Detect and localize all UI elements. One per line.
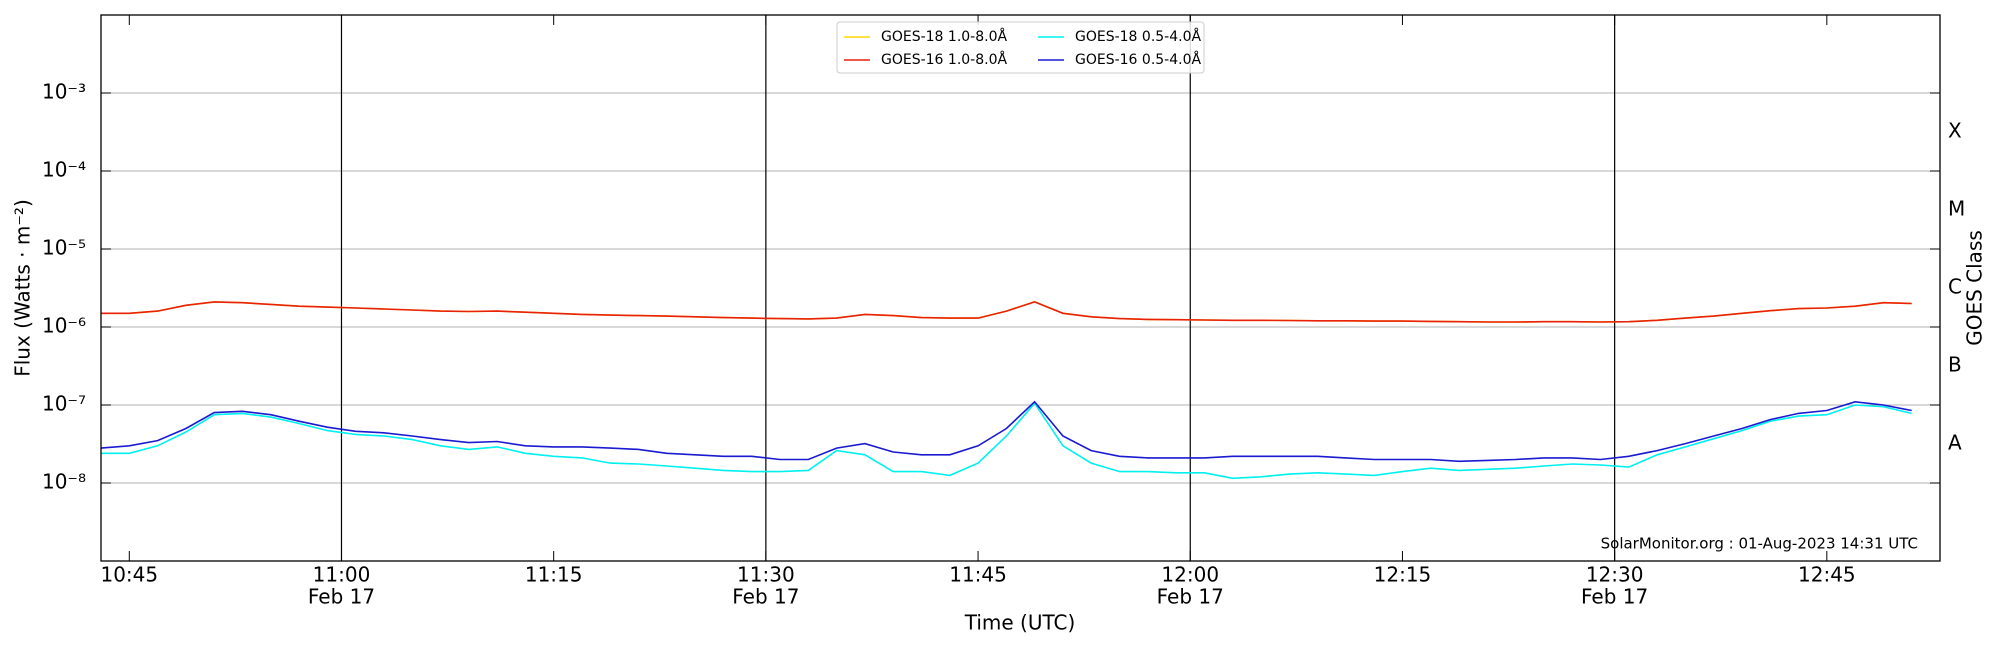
x-tick-label: 12:00 bbox=[1161, 563, 1219, 587]
y2-axis-label: GOES Class bbox=[1963, 230, 1987, 346]
y-tick-label: 10⁻⁸ bbox=[42, 470, 86, 494]
legend-label: GOES-18 1.0-8.0Å bbox=[881, 28, 1007, 45]
legend: GOES-18 1.0-8.0Å GOES-16 1.0-8.0Å GOES-18 … bbox=[836, 21, 1205, 74]
x-tick-label: 12:15 bbox=[1374, 563, 1432, 587]
y-tick-label: 10⁻⁴ bbox=[42, 158, 86, 182]
y-tick-label: 10⁻⁷ bbox=[42, 392, 86, 416]
annotation: SolarMonitor.org : 01-Aug-2023 14:31 UTC bbox=[1601, 535, 1918, 553]
x-tick-label: 10:45 bbox=[100, 563, 158, 587]
x-tick-label: 12:30 bbox=[1586, 563, 1644, 587]
y2-tick-label: A bbox=[1948, 431, 1962, 455]
x-tick-label: Feb 17 bbox=[732, 585, 799, 609]
legend-label: GOES-16 1.0-8.0Å bbox=[881, 51, 1007, 68]
legend-label: GOES-18 0.5-4.0Å bbox=[1075, 28, 1201, 45]
x-tick-label: Feb 17 bbox=[1581, 585, 1648, 609]
x-tick-label: Feb 17 bbox=[1157, 585, 1224, 609]
plot-lines bbox=[100, 301, 1912, 480]
plot-frame bbox=[100, 14, 1941, 562]
y2-tick-label: X bbox=[1948, 119, 1962, 143]
y-axis-label: Flux (Watts · m⁻²) bbox=[11, 199, 35, 377]
series-line bbox=[101, 301, 1912, 323]
grid bbox=[101, 15, 1940, 561]
x-tick-label: 11:30 bbox=[737, 563, 795, 587]
x-tick-label: 11:00 bbox=[313, 563, 371, 587]
legend-box bbox=[836, 21, 1205, 74]
y2-tick-label: B bbox=[1948, 353, 1962, 377]
series-line bbox=[101, 401, 1912, 480]
y-tick-label: 10⁻⁶ bbox=[42, 314, 86, 338]
x-tick-label: Feb 17 bbox=[308, 585, 375, 609]
x-tick-label: 12:45 bbox=[1798, 563, 1856, 587]
x-tick-label: 11:45 bbox=[949, 563, 1007, 587]
legend-label: GOES-16 0.5-4.0Å bbox=[1075, 51, 1201, 68]
y2-tick-label: M bbox=[1948, 197, 1965, 221]
x-tick-label: 11:15 bbox=[525, 563, 583, 587]
x-axis-label: Time (UTC) bbox=[964, 611, 1076, 635]
y-tick-label: 10⁻⁵ bbox=[42, 236, 86, 260]
series-line bbox=[101, 301, 1912, 323]
series-line bbox=[100, 400, 1912, 463]
y2-tick-label: C bbox=[1948, 275, 1962, 299]
y-tick-label: 10⁻³ bbox=[42, 80, 86, 104]
